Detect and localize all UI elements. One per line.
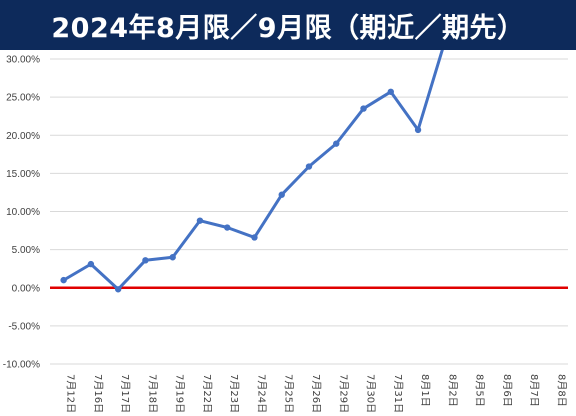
data-point bbox=[169, 254, 176, 261]
x-tick-label: 8月5日 bbox=[474, 374, 486, 407]
x-tick-label: 7月29日 bbox=[337, 374, 349, 413]
data-point bbox=[87, 260, 95, 268]
data-point bbox=[251, 234, 258, 241]
data-points bbox=[60, 88, 422, 293]
data-point bbox=[60, 276, 67, 284]
x-axis-ticks: 7月12日 7月16日 7月17日 7月18日 7月19日 7月22日 7月23日 7月24日… bbox=[65, 374, 568, 413]
y-tick-label: 15.00% bbox=[6, 169, 40, 180]
data-point bbox=[142, 257, 149, 264]
gridlines bbox=[50, 58, 568, 365]
y-tick-label: -10.00% bbox=[3, 360, 40, 371]
x-tick-label: 7月23日 bbox=[228, 374, 240, 413]
data-point bbox=[196, 217, 204, 224]
x-tick-label: 7月16日 bbox=[92, 374, 104, 413]
y-tick-label: 0.00% bbox=[12, 283, 40, 294]
chart-title: 2024年8月限／9月限（期近／期先） bbox=[51, 12, 525, 44]
data-point bbox=[333, 140, 340, 147]
x-tick-label: 7月19日 bbox=[174, 374, 186, 413]
data-point bbox=[360, 105, 367, 112]
x-tick-label: 7月31日 bbox=[392, 374, 404, 413]
x-tick-label: 7月18日 bbox=[146, 374, 158, 413]
y-tick-label: 5.00% bbox=[12, 245, 40, 256]
series-line bbox=[62, 50, 444, 291]
title-banner: 2024年8月限／9月限（期近／期先） bbox=[0, 0, 576, 50]
y-tick-label: 20.00% bbox=[6, 131, 40, 142]
x-tick-label: 7月24日 bbox=[255, 374, 267, 413]
x-tick-label: 7月17日 bbox=[119, 374, 131, 413]
x-tick-label: 7月25日 bbox=[283, 374, 295, 413]
y-tick-label: -5.00% bbox=[8, 321, 40, 332]
x-tick-label: 8月1日 bbox=[419, 374, 431, 407]
data-point bbox=[387, 88, 394, 95]
data-point bbox=[278, 191, 285, 198]
data-point bbox=[305, 163, 313, 170]
x-tick-label: 7月26日 bbox=[310, 374, 322, 413]
x-tick-label: 7月12日 bbox=[65, 374, 77, 413]
x-tick-label: 7月22日 bbox=[201, 374, 213, 413]
y-tick-label: 25.00% bbox=[6, 93, 40, 104]
y-tick-label: 30.00% bbox=[6, 55, 40, 66]
data-point bbox=[224, 224, 231, 231]
y-tick-label: 10.00% bbox=[6, 207, 40, 218]
y-axis-ticks: 30.00% 25.00% 20.00% 15.00% 10.00% 5.00% 0.00%… bbox=[3, 55, 40, 371]
data-point bbox=[114, 286, 122, 293]
x-tick-label: 7月30日 bbox=[365, 374, 377, 413]
data-point bbox=[414, 126, 422, 134]
x-tick-label: 8月2日 bbox=[446, 374, 458, 407]
series-line-layer bbox=[62, 50, 444, 291]
x-tick-label: 8月7日 bbox=[528, 374, 540, 407]
x-tick-label: 8月6日 bbox=[501, 374, 513, 407]
x-tick-label: 8月8日 bbox=[555, 374, 567, 407]
